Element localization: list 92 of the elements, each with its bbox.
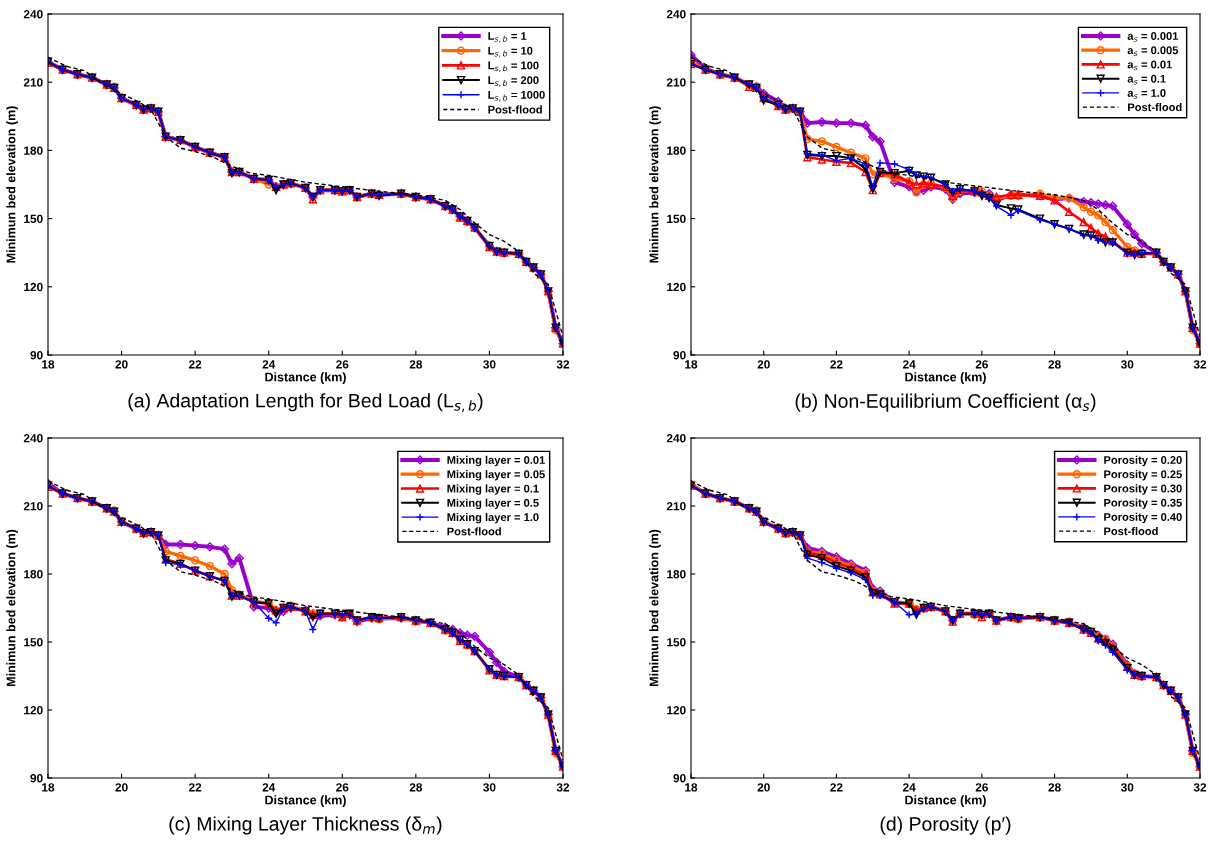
legend-label: L$_{s,b}$ = 200 xyxy=(488,76,539,87)
x-tick-label: 22 xyxy=(188,783,202,792)
x-tick-label: 18 xyxy=(42,360,55,369)
x-axis-title: Distance (km) xyxy=(905,372,986,384)
text: (a) Adaptation Length for Bed Load (L$_{s,b}$) xyxy=(128,393,483,413)
legend-label: L$_{s,b}$ = 100 xyxy=(488,61,539,72)
x-tick-label: 28 xyxy=(409,360,423,369)
x-tick-label: 20 xyxy=(115,360,128,369)
x-tick-label: 24 xyxy=(902,783,916,792)
y-tick-label: 120 xyxy=(24,706,43,715)
text: (d) Porosity (p′) xyxy=(880,816,1011,835)
x-tick-label: 26 xyxy=(975,360,988,369)
legend-label: L$_{s,b}$ = 1000 xyxy=(488,90,545,102)
legend-label: Porosity = 0.40 xyxy=(1104,512,1182,524)
text: (b) Non-Equilibrium Coefficient (α$_{s}$) xyxy=(795,393,1096,412)
legend-label: Mixing layer = 0.5 xyxy=(447,498,539,510)
y-tick-label: 180 xyxy=(667,570,686,579)
y-tick-label: 210 xyxy=(23,502,43,511)
y-tick-label: 150 xyxy=(667,214,686,223)
x-tick-label: 32 xyxy=(556,360,570,369)
y-axis-title: Minimun bed elevation (m) xyxy=(6,106,18,263)
x-tick-label: 24 xyxy=(262,360,276,369)
x-tick-label: 24 xyxy=(262,783,276,792)
legend-label: Porosity = 0.20 xyxy=(1104,455,1182,467)
y-tick-label: 180 xyxy=(667,146,686,155)
x-tick-label: 32 xyxy=(556,783,570,792)
x-tick-label: 28 xyxy=(1048,783,1061,792)
y-tick-label: 90 xyxy=(673,351,686,360)
legend-label: Porosity = 0.35 xyxy=(1104,498,1182,509)
y-tick-label: 90 xyxy=(30,351,43,360)
legend-label: a$_{s}$ = 0.001 xyxy=(1127,32,1179,42)
legend-label: a$_{s}$ = 1.0 xyxy=(1127,89,1166,99)
y-tick-label: 150 xyxy=(24,638,43,647)
legend-label: Mixing layer = 1.0 xyxy=(447,512,539,524)
x-tick-label: 32 xyxy=(1193,783,1207,792)
y-tick-label: 120 xyxy=(667,706,686,715)
x-tick-label: 28 xyxy=(1048,360,1061,369)
y-tick-label: 180 xyxy=(24,570,43,579)
x-tick-label: 26 xyxy=(975,783,988,792)
legend-label: Mixing layer = 0.1 xyxy=(447,484,539,495)
x-tick-label: 26 xyxy=(336,360,349,369)
text: (c) Mixing Layer Thickness (δ$_{m}$) xyxy=(169,816,442,835)
x-tick-label: 22 xyxy=(188,360,202,369)
legend-label: Mixing layer = 0.01 xyxy=(447,455,545,467)
legend-label: a$_{s}$ = 0.005 xyxy=(1127,46,1179,56)
x-axis-title: Distance (km) xyxy=(265,372,346,384)
y-tick-label: 150 xyxy=(667,638,686,647)
legend-label: Porosity = 0.30 xyxy=(1104,484,1182,495)
y-tick-label: 210 xyxy=(666,78,686,87)
y-axis-title: Minimun bed elevation (m) xyxy=(649,529,661,686)
y-axis-title: Minimun bed elevation (m) xyxy=(6,529,18,686)
x-tick-label: 30 xyxy=(1120,360,1134,369)
legend-label: Post-flood xyxy=(488,105,542,114)
x-tick-label: 26 xyxy=(336,783,349,792)
y-tick-label: 240 xyxy=(666,434,686,443)
x-tick-label: 30 xyxy=(1120,783,1134,792)
x-tick-label: 28 xyxy=(409,783,423,792)
y-axis-title: Minimun bed elevation (m) xyxy=(649,106,661,263)
legend-label: Mixing layer = 0.05 xyxy=(447,470,545,481)
legend-label: Post-flood xyxy=(1128,103,1182,112)
y-tick-label: 210 xyxy=(23,78,43,87)
y-tick-label: 120 xyxy=(667,282,686,292)
x-tick-label: 20 xyxy=(757,783,770,792)
x-tick-label: 20 xyxy=(757,360,770,369)
x-tick-label: 30 xyxy=(483,783,496,792)
x-tick-label: 18 xyxy=(685,783,698,792)
legend-label: a$_{s}$ = 0.1 xyxy=(1127,74,1166,85)
legend-label: a$_{s}$ = 0.01 xyxy=(1127,60,1172,71)
x-tick-label: 22 xyxy=(830,360,843,369)
x-tick-label: 22 xyxy=(830,783,843,792)
legend-label: L$_{s,b}$ = 1 xyxy=(488,32,527,43)
x-tick-label: 18 xyxy=(42,783,55,792)
legend-label: Porosity = 0.25 xyxy=(1104,470,1182,481)
y-tick-label: 90 xyxy=(30,774,43,783)
y-tick-label: 90 xyxy=(673,774,686,783)
x-tick-label: 20 xyxy=(115,783,128,792)
x-tick-label: 32 xyxy=(1193,360,1207,369)
y-tick-label: 120 xyxy=(24,282,43,292)
legend-label: Post-flood xyxy=(447,527,501,536)
y-tick-label: 150 xyxy=(24,214,43,223)
x-tick-label: 18 xyxy=(685,360,698,369)
y-tick-label: 210 xyxy=(666,502,686,511)
x-axis-title: Distance (km) xyxy=(265,795,346,807)
y-tick-label: 240 xyxy=(23,10,43,19)
x-axis-title: Distance (km) xyxy=(905,795,986,807)
legend-label: Post-flood xyxy=(1104,527,1158,536)
y-tick-label: 240 xyxy=(23,434,43,443)
y-tick-label: 240 xyxy=(666,10,686,19)
legend-label: L$_{s,b}$ = 10 xyxy=(488,46,533,58)
y-tick-label: 180 xyxy=(24,146,43,155)
x-tick-label: 30 xyxy=(483,360,496,369)
x-tick-label: 24 xyxy=(902,360,916,369)
